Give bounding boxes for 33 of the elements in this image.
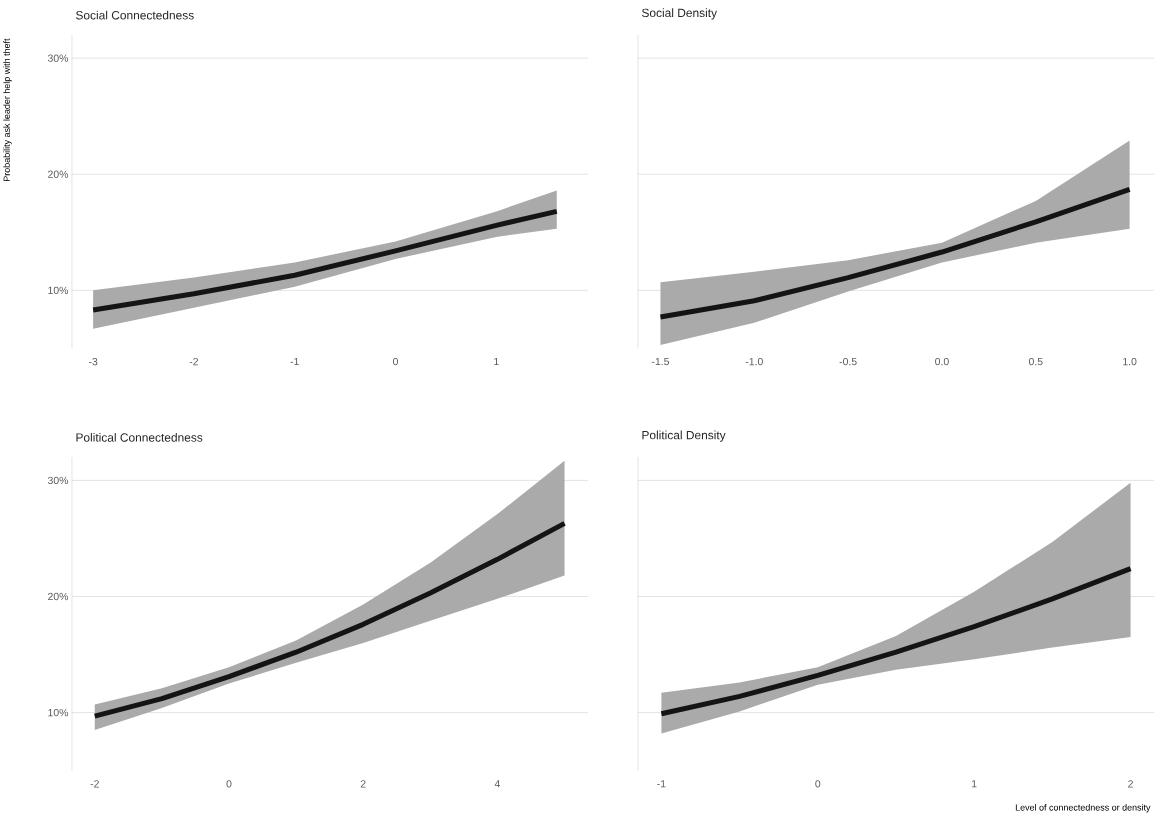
x-tick-label: -1.5 [651,358,670,366]
y-tick-label: 30% [47,476,69,485]
y-axis-title: Probability ask leader help with theft [3,38,12,182]
x-tick-label: 1.0 [1123,358,1137,366]
x-tick-label: -1 [657,780,666,788]
x-tick-label: 0.5 [1028,358,1043,366]
x-tick-label: 0 [393,358,398,366]
x-tick-label: 0 [226,780,232,788]
x-tick-label: -0.5 [839,358,857,366]
y-tick-label: 30% [47,54,69,63]
x-tick-label: -1 [290,358,299,366]
chart-title: Political Connectedness [76,433,203,442]
y-tick-label: 10% [48,286,69,295]
y-tick-label: 10% [48,709,69,717]
x-tick-label: 2 [360,780,366,788]
y-tick-label: 20% [48,170,69,179]
x-tick-label: 1 [494,358,499,366]
chart-title: Social Connectedness [76,10,194,20]
x-tick-label: -3 [88,358,98,366]
x-tick-label: -2 [189,358,199,366]
line-series [92,521,568,719]
y-tick-label: 20% [48,593,69,601]
x-tick-label: -2 [90,780,99,788]
x-axis-title: Level of connectedness or density [1015,804,1151,813]
chart-title: Political Density [642,430,726,442]
line-series [90,209,560,313]
x-tick-label: 0 [815,780,821,788]
x-tick-label: 4 [494,780,501,788]
chart-title: Social Density [642,8,718,20]
x-tick-label: 1 [972,780,977,788]
x-tick-label: -1.0 [745,358,763,366]
x-tick-label: 2 [1128,780,1133,788]
x-tick-label: 0.0 [935,358,949,366]
